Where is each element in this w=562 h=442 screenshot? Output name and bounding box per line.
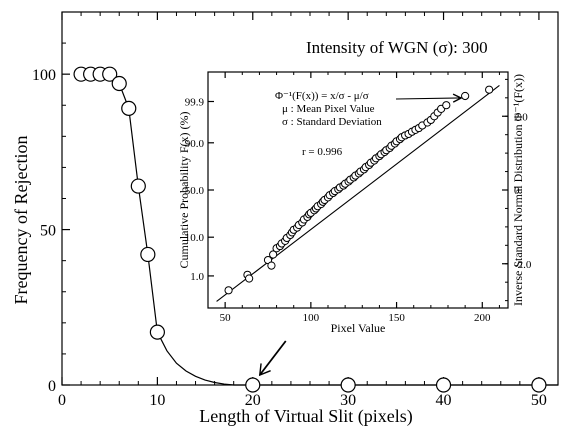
main-data-point [130, 178, 146, 194]
main-data-point [245, 377, 261, 393]
main-x-tick-label: 30 [340, 392, 356, 409]
main-chart: 0 10 20 30 40 50 0 50 100 [32, 11, 559, 409]
main-data-point [531, 377, 547, 393]
main-y-tick-label: 50 [40, 223, 56, 240]
main-y-tick-label: 100 [32, 67, 56, 84]
inset-x-tick-label: 100 [303, 312, 320, 324]
inset-data-point [269, 250, 278, 259]
inset-arrow-head [452, 93, 463, 103]
main-x-tick-label: 10 [149, 392, 165, 409]
inset-x-tick-label: 50 [220, 312, 232, 324]
inset-x-tick-label: 150 [388, 312, 405, 324]
inset-data-point [461, 91, 470, 101]
inset-formula-line-2: μ : Mean Pixel Value [282, 103, 375, 115]
inset-formula-line-1: Φ⁻¹(F(x)) = x/σ - μ/σ [275, 90, 369, 102]
main-data-point [111, 75, 127, 92]
inset-left-tick-label: 50.0 [185, 185, 205, 197]
inset-data-point [245, 274, 254, 283]
inset-data-point [485, 85, 494, 94]
main-arrow-head [258, 363, 271, 377]
inset-plot-frame [207, 71, 509, 309]
main-x-tick-label: 50 [531, 392, 547, 409]
main-x-tick-label: 0 [58, 392, 66, 409]
inset-data-point [224, 286, 233, 295]
inset-right-axis-label: Inverse Standard Normal Distribution Φ⁻¹… [511, 74, 525, 306]
inset-left-tick-label: 10.0 [185, 232, 205, 244]
inset-x-axis-label: Pixel Value [331, 321, 386, 335]
main-data-point [102, 66, 118, 82]
inset-formula-line-3: σ : Standard Deviation [282, 116, 382, 128]
main-data-point [149, 324, 165, 340]
main-x-tick-label: 40 [436, 392, 452, 409]
inset-x-tick-label: 200 [474, 312, 491, 324]
inset-right-tick-label: 0 [514, 185, 520, 197]
main-data-point [121, 100, 137, 116]
inset-left-tick-label: 90.0 [185, 138, 205, 150]
inset-chart: 50 100 150 200 1.0 10.0 50.0 90.0 99.9 -2.0 0 2.0 [185, 71, 532, 324]
inset-arrow-line [395, 97, 462, 100]
inset-right-tick-label: 2.0 [514, 111, 528, 123]
inset-left-axis-label: Cumulative Probability F(x) (%) [177, 112, 191, 269]
main-y-axis-label: Frequency of Rejection [11, 136, 31, 305]
main-annotation: Intensity of WGN (σ): 300 [306, 38, 488, 57]
main-series-line [109, 73, 558, 386]
inset-left-tick-label: 99.9 [185, 97, 205, 109]
main-data-point [435, 377, 452, 393]
inset-right-tick-label: -2.0 [514, 259, 532, 271]
main-arrow-line [259, 340, 287, 376]
main-y-tick-label: 0 [48, 378, 56, 395]
main-x-axis-label: Length of Virtual Slit (pixels) [199, 406, 413, 427]
inset-data-point [442, 101, 451, 110]
main-x-tick-label: 20 [245, 392, 261, 409]
inset-left-tick-label: 1.0 [190, 271, 204, 283]
inset-fit-line [216, 85, 500, 302]
main-data-point [340, 377, 356, 393]
inset-r-value: r = 0.996 [302, 146, 343, 158]
main-data-point [140, 246, 156, 263]
inset-data-point [267, 261, 276, 270]
